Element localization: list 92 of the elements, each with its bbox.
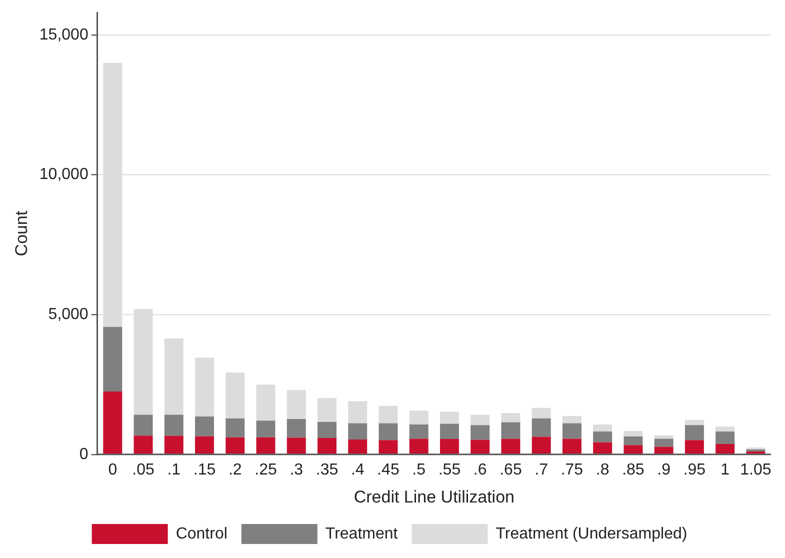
bar [195, 416, 214, 436]
bar [256, 384, 276, 421]
bar [226, 372, 245, 418]
bar [409, 410, 428, 424]
x-tick-label: 1 [720, 461, 730, 478]
bar [318, 398, 336, 422]
x-tick-label: .85 [622, 461, 644, 478]
bar [501, 413, 520, 422]
bar [256, 437, 276, 454]
x-tick-label: .5 [412, 461, 426, 478]
x-tick-label: 1.05 [740, 461, 772, 478]
bar [409, 438, 428, 454]
bar [409, 424, 428, 439]
bar [286, 390, 306, 420]
bar [501, 422, 520, 439]
y-tick-label: 5,000 [48, 306, 88, 323]
x-tick-label: .75 [560, 461, 584, 478]
bar [440, 439, 459, 454]
bar [684, 440, 704, 454]
x-axis-title: Credit Line Utilization [354, 487, 514, 506]
x-tick-label: .1 [167, 461, 181, 478]
bar [593, 424, 612, 432]
x-tick-label: .4 [350, 461, 364, 478]
bar [164, 436, 184, 454]
bar [164, 338, 184, 415]
x-tick-label: .6 [473, 461, 487, 478]
bar [470, 425, 490, 440]
bar [562, 438, 582, 454]
bar [164, 414, 184, 436]
bar [624, 431, 643, 436]
x-tick-label: .15 [193, 461, 216, 478]
bar [654, 435, 674, 439]
bar [134, 414, 153, 436]
bar [532, 436, 551, 454]
bar [654, 446, 674, 454]
bar [226, 418, 245, 438]
bar [195, 436, 214, 454]
bar [716, 431, 735, 444]
bar [286, 438, 306, 454]
bar [716, 444, 735, 454]
bar [532, 418, 551, 437]
bar [256, 420, 276, 438]
bar [440, 412, 459, 424]
x-tick-label: .45 [377, 461, 400, 478]
bar [440, 424, 459, 440]
x-tick-label: .35 [316, 461, 338, 478]
legend-label: Treatment [325, 525, 398, 542]
bar [501, 438, 520, 454]
x-tick-label: .65 [500, 461, 522, 478]
bar [562, 423, 582, 439]
bar [348, 401, 368, 424]
legend-label: Treatment (Undersampled) [496, 525, 688, 542]
bar [195, 358, 214, 417]
x-tick-label: .55 [438, 461, 461, 478]
bar [318, 422, 336, 438]
bar [593, 431, 612, 442]
x-tick-label: .8 [596, 461, 610, 478]
bar [378, 406, 398, 424]
y-tick-label: 10,000 [39, 166, 88, 184]
bar [532, 408, 551, 418]
bar [378, 440, 398, 454]
x-tick-label: .7 [534, 461, 548, 478]
x-tick-label: 0 [108, 461, 118, 478]
legend-label: Control [176, 525, 228, 542]
bar [684, 425, 704, 440]
bar [226, 437, 245, 454]
x-tick-label: .95 [683, 461, 706, 478]
bar [470, 440, 490, 454]
bar [318, 438, 336, 454]
bar [348, 423, 368, 440]
y-tick-label: 0 [79, 446, 88, 463]
x-tick-label: .05 [132, 461, 154, 478]
x-tick-label: .2 [228, 461, 242, 478]
y-tick-label: 15,000 [39, 26, 88, 44]
bar [348, 439, 368, 454]
bar [378, 423, 398, 440]
bar [286, 419, 306, 438]
bar [716, 426, 735, 432]
y-axis-title: Count [12, 210, 31, 256]
bar [134, 436, 153, 454]
bar [593, 442, 612, 454]
bar [470, 414, 490, 426]
bar [562, 416, 582, 424]
bar [624, 445, 643, 454]
x-tick-label: .25 [254, 461, 277, 478]
bar [654, 438, 674, 447]
x-tick-label: .3 [290, 461, 304, 478]
bar [103, 391, 122, 454]
bar [684, 420, 704, 426]
bar [624, 436, 643, 446]
x-tick-label: .9 [657, 461, 671, 478]
bar [103, 326, 122, 392]
